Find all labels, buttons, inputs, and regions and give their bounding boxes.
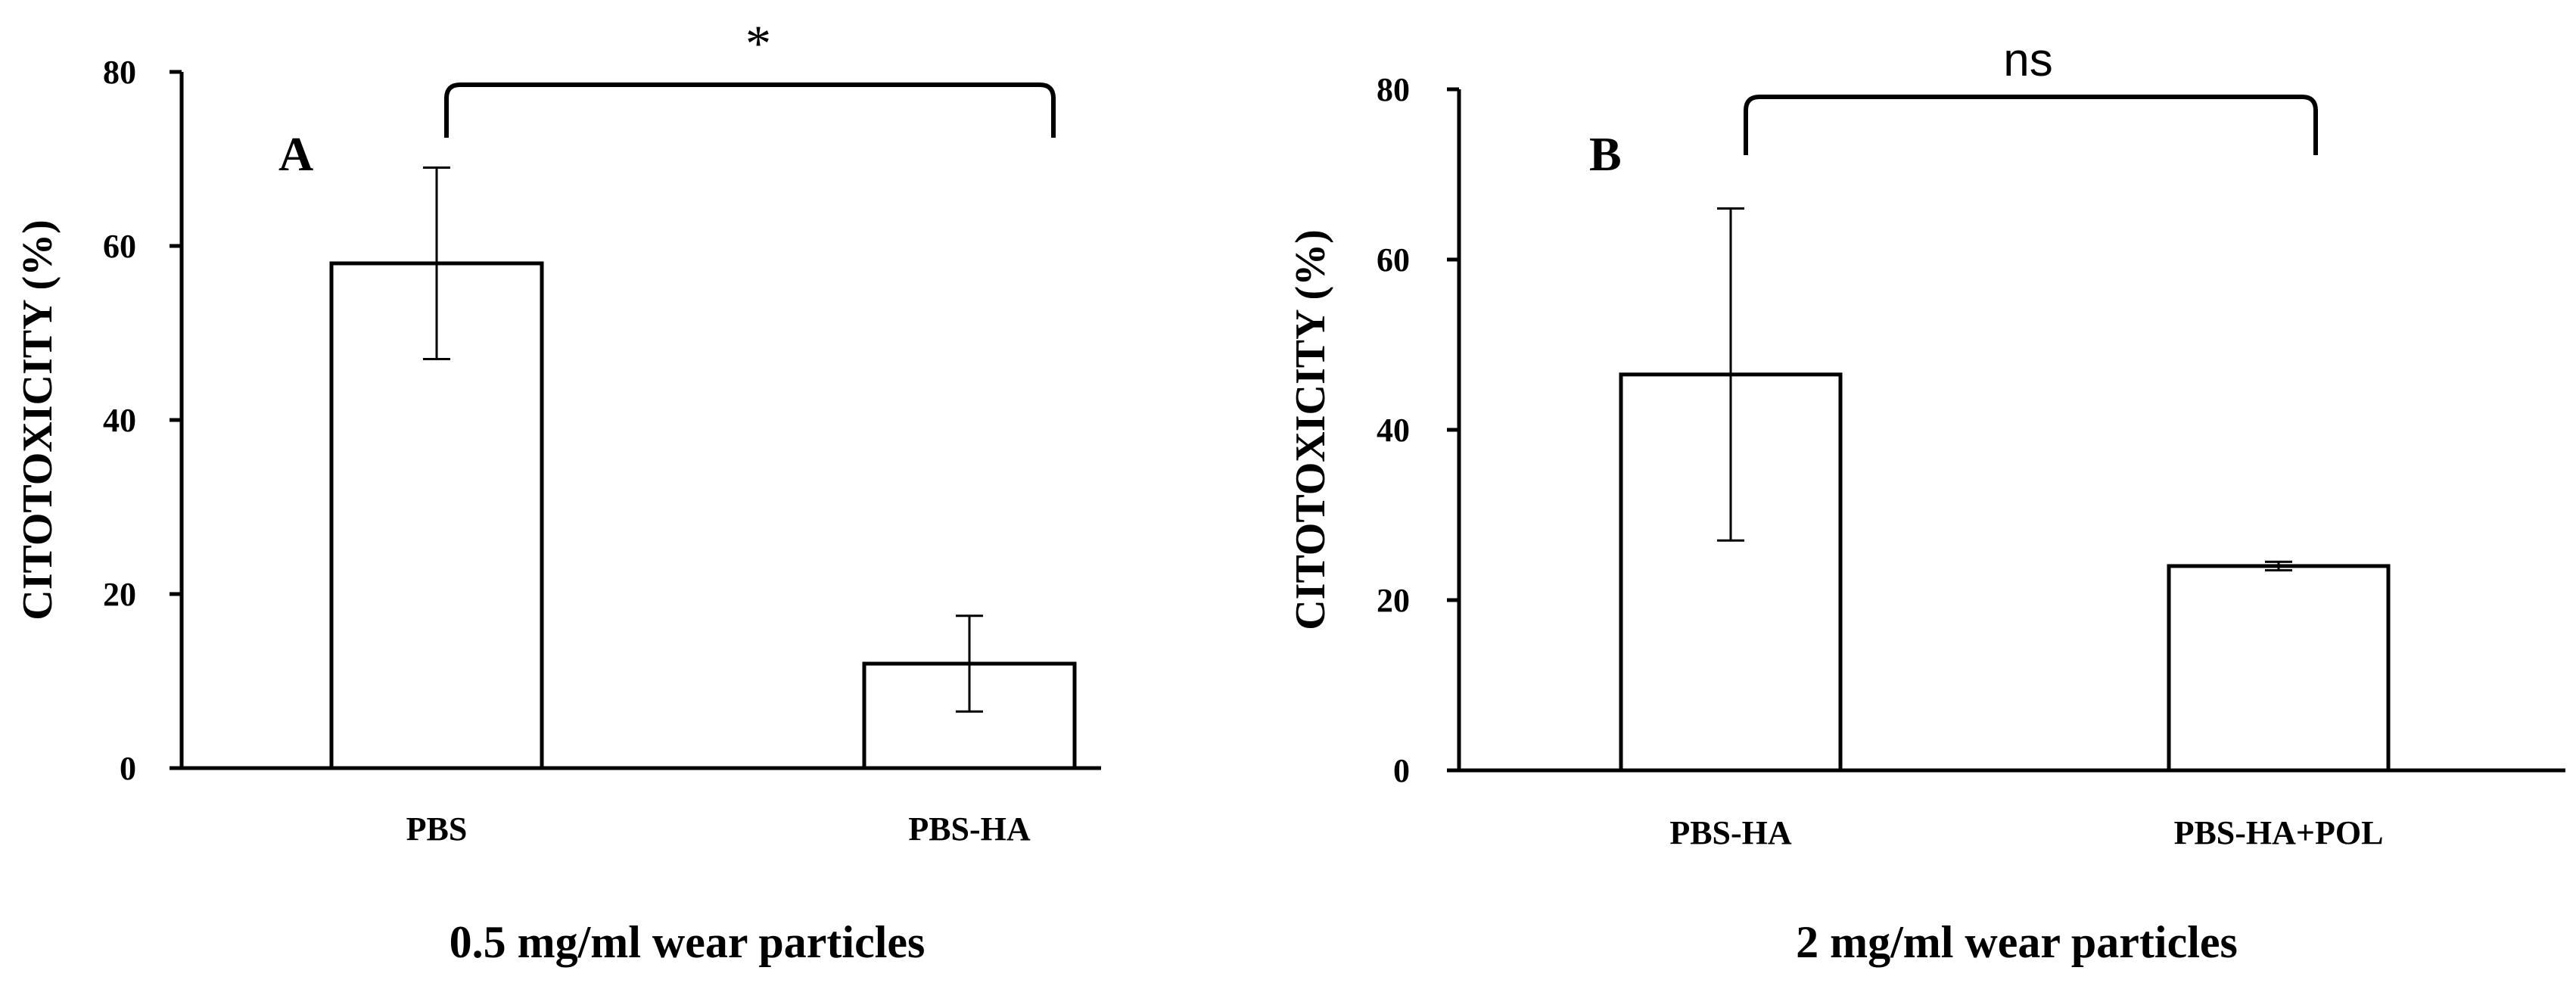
- significance-label: *: [745, 14, 771, 72]
- y-tick-label: 20: [1377, 582, 1410, 619]
- category-label: PBS-HA+POL: [2174, 814, 2384, 851]
- y-tick-label: 80: [103, 54, 136, 91]
- panel-letter: B: [1589, 127, 1622, 181]
- y-tick-label: 60: [1377, 241, 1410, 278]
- significance-label: ns: [2003, 34, 2052, 86]
- significance-bracket: [1744, 95, 2318, 155]
- y-axis-title: CITOTOXICITY (%): [1287, 229, 1334, 630]
- x-axis-title: 0.5 mg/ml wear particles: [450, 917, 926, 967]
- y-tick-label: 60: [103, 228, 136, 265]
- category-label: PBS-HA: [908, 810, 1031, 848]
- y-tick-label: 0: [120, 750, 136, 787]
- y-tick-label: 40: [1377, 412, 1410, 449]
- category-label: PBS-HA: [1669, 814, 1792, 851]
- category-label: PBS: [406, 810, 468, 848]
- y-tick-label: 40: [103, 402, 136, 439]
- y-tick-label: 20: [103, 576, 136, 613]
- significance-bracket: [444, 82, 1056, 138]
- y-tick-label: 0: [1393, 752, 1410, 789]
- y-axis-title: CITOTOXICITY (%): [14, 219, 61, 621]
- x-axis-title: 2 mg/ml wear particles: [1796, 917, 2238, 967]
- panel-letter: A: [278, 127, 313, 181]
- y-tick-label: 80: [1377, 71, 1410, 108]
- bar: [2167, 564, 2391, 773]
